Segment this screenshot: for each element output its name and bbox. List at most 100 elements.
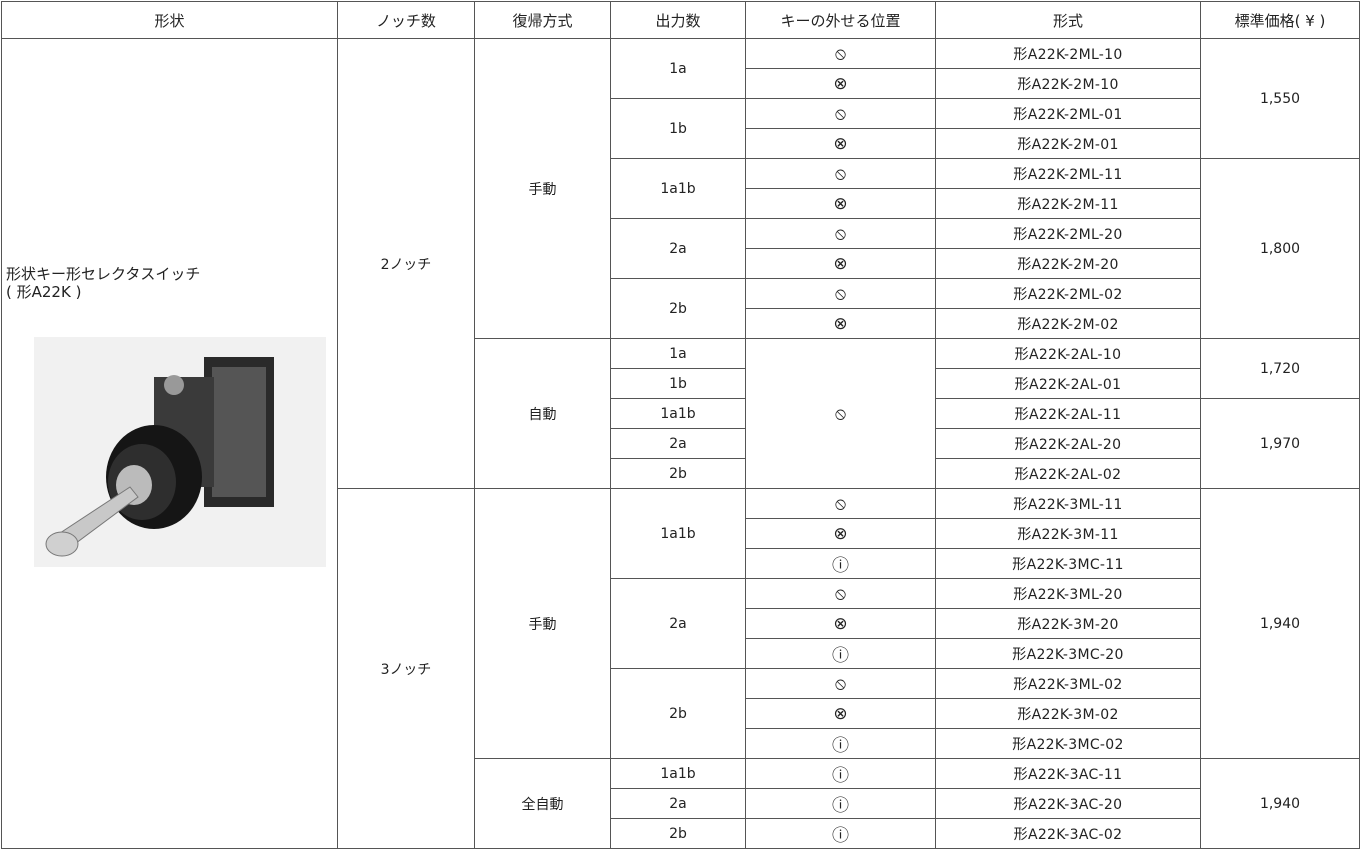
table-row: 2b ⓘ 形A22K-3AC-02 [2, 818, 1360, 849]
output-cell: 2a [610, 428, 746, 459]
table-body: 形状キー形セレクタスイッチ( 形A22K ) 2ノッチ 手動 1a ⦸ 形A22K-2M… [1, 38, 1360, 849]
price-cell: 1,550 [1200, 38, 1360, 159]
price-cell: 1,940 [1200, 758, 1360, 849]
model-cell: 形A22K-2ML-01 [935, 98, 1201, 129]
key-cell: ⦸ [745, 338, 936, 489]
key-cell: ⓘ [745, 758, 936, 789]
output-cell: 2a [610, 218, 746, 279]
model-cell: 形A22K-2AL-20 [935, 428, 1201, 459]
table-row: ⊗ 形A22K-2M-02 [2, 308, 1360, 339]
model-cell: 形A22K-2M-02 [935, 308, 1201, 339]
key-cell: ⦸ [745, 578, 936, 609]
shape-name: 形状キー形セレクタスイッチ [6, 265, 201, 283]
mode-cell: 手動 [474, 38, 611, 339]
key-cell: ⊗ [745, 698, 936, 729]
model-cell: 形A22K-3MC-20 [935, 638, 1201, 669]
price-cell: 1,970 [1200, 398, 1360, 489]
column-header: 標準価格( ¥ ) [1200, 1, 1360, 39]
key-cell: ⓘ [745, 548, 936, 579]
model-cell: 形A22K-2M-11 [935, 188, 1201, 219]
output-cell: 2a [610, 578, 746, 669]
key-cell: ⦸ [745, 278, 936, 309]
key-cell: ⓘ [745, 818, 936, 849]
key-cell: ⓘ [745, 638, 936, 669]
table-row: 1a1b ⦸ 形A22K-2ML-11 1,800 [2, 158, 1360, 339]
model-cell: 形A22K-3M-20 [935, 608, 1201, 639]
table-row: ⊗ 形A22K-2M-10 [2, 68, 1360, 99]
key-cell: ⊗ [745, 68, 936, 99]
table-row: 2b ⦸ 形A22K-2ML-02 [2, 278, 1360, 339]
table-row: ⊗ 形A22K-2M-20 [2, 248, 1360, 279]
output-cell: 1a1b [610, 488, 746, 579]
model-cell: 形A22K-2M-10 [935, 68, 1201, 99]
table-row: ⊗ 形A22K-3M-02 [2, 698, 1360, 729]
table-row: 1a1b 形A22K-2AL-11 1,970 [2, 398, 1360, 489]
model-cell: 形A22K-2AL-10 [935, 338, 1201, 369]
output-cell: 2b [610, 818, 746, 849]
model-cell: 形A22K-2ML-11 [935, 158, 1201, 189]
model-cell: 形A22K-2ML-10 [935, 38, 1201, 69]
key-cell: ⦸ [745, 668, 936, 699]
model-cell: 形A22K-3AC-20 [935, 788, 1201, 819]
model-cell: 形A22K-3AC-02 [935, 818, 1201, 849]
key-cell: ⦸ [745, 158, 936, 189]
key-cell: ⓘ [745, 728, 936, 759]
table-row: 3ノッチ 手動 1a1b ⦸ 形A22K-3ML-11 1,940 [2, 488, 1360, 849]
table-row: 形状キー形セレクタスイッチ( 形A22K ) 2ノッチ 手動 1a ⦸ 形A22K-2M… [1, 38, 1360, 849]
header-row: 形状 ノッチ数 復帰方式 出力数 キーの外せる位置 形式 標準価格( ¥ ) [1, 1, 1360, 39]
column-header: 形状 [1, 1, 338, 39]
model-cell: 形A22K-3M-11 [935, 518, 1201, 549]
output-cell: 1a [610, 338, 746, 369]
table-row: 全自動 1a1b ⓘ 形A22K-3AC-11 1,940 [2, 758, 1360, 849]
notch-cell: 2ノッチ [337, 38, 475, 489]
output-cell: 2b [610, 458, 746, 489]
model-cell: 形A22K-3ML-02 [935, 668, 1201, 699]
product-photo [34, 337, 326, 567]
price-cell: 1,940 [1200, 488, 1360, 759]
model-cell: 形A22K-3MC-11 [935, 548, 1201, 579]
model-cell: 形A22K-2M-01 [935, 128, 1201, 159]
table-row: ⓘ 形A22K-3MC-11 [2, 548, 1360, 579]
table-row: 自動 1a ⦸ 形A22K-2AL-10 1,720 [2, 338, 1360, 489]
key-cell: ⊗ [745, 248, 936, 279]
shape-cell: 形状キー形セレクタスイッチ( 形A22K ) [1, 38, 338, 849]
column-header: 復帰方式 [474, 1, 611, 39]
model-cell: 形A22K-2ML-02 [935, 278, 1201, 309]
model-cell: 形A22K-2AL-01 [935, 368, 1201, 399]
key-cell: ⦸ [745, 218, 936, 249]
model-cell: 形A22K-3AC-11 [935, 758, 1201, 789]
key-cell: ⊗ [745, 188, 936, 219]
model-cell: 形A22K-2AL-02 [935, 458, 1201, 489]
column-header: 形式 [935, 1, 1201, 39]
column-header: 出力数 [610, 1, 746, 39]
key-cell: ⊗ [745, 518, 936, 549]
mode-cell: 手動 [474, 488, 611, 759]
output-cell: 1a1b [610, 158, 746, 219]
model-cell: 形A22K-2ML-20 [935, 218, 1201, 249]
price-cell: 1,800 [1200, 158, 1360, 339]
table-row: ⊗ 形A22K-3M-11 [2, 518, 1360, 549]
key-cell: ⦸ [745, 38, 936, 69]
output-cell: 1b [610, 368, 746, 399]
table-row: 1b ⦸ 形A22K-2ML-01 [2, 98, 1360, 159]
table-row: 2a 形A22K-2AL-20 [2, 428, 1360, 459]
output-cell: 1a [610, 38, 746, 99]
mode-cell: 全自動 [474, 758, 611, 849]
key-cell: ⦸ [745, 98, 936, 129]
model-cell: 形A22K-3ML-20 [935, 578, 1201, 609]
model-cell: 形A22K-2M-20 [935, 248, 1201, 279]
shape-model: ( 形A22K ) [6, 283, 82, 301]
column-header: キーの外せる位置 [745, 1, 936, 39]
output-cell: 1a1b [610, 758, 746, 789]
table-row: 2b 形A22K-2AL-02 [2, 458, 1360, 489]
shape-text: 形状キー形セレクタスイッチ( 形A22K ) [3, 40, 337, 301]
mode-cell: 自動 [474, 338, 611, 489]
table-row: ⓘ 形A22K-3MC-02 [2, 728, 1360, 759]
key-cell: ⊗ [745, 128, 936, 159]
key-cell: ⊗ [745, 608, 936, 639]
key-cell: ⓘ [745, 788, 936, 819]
table-row: 2a ⦸ 形A22K-2ML-20 [2, 218, 1360, 279]
output-cell: 2b [610, 668, 746, 759]
output-cell: 1b [610, 98, 746, 159]
